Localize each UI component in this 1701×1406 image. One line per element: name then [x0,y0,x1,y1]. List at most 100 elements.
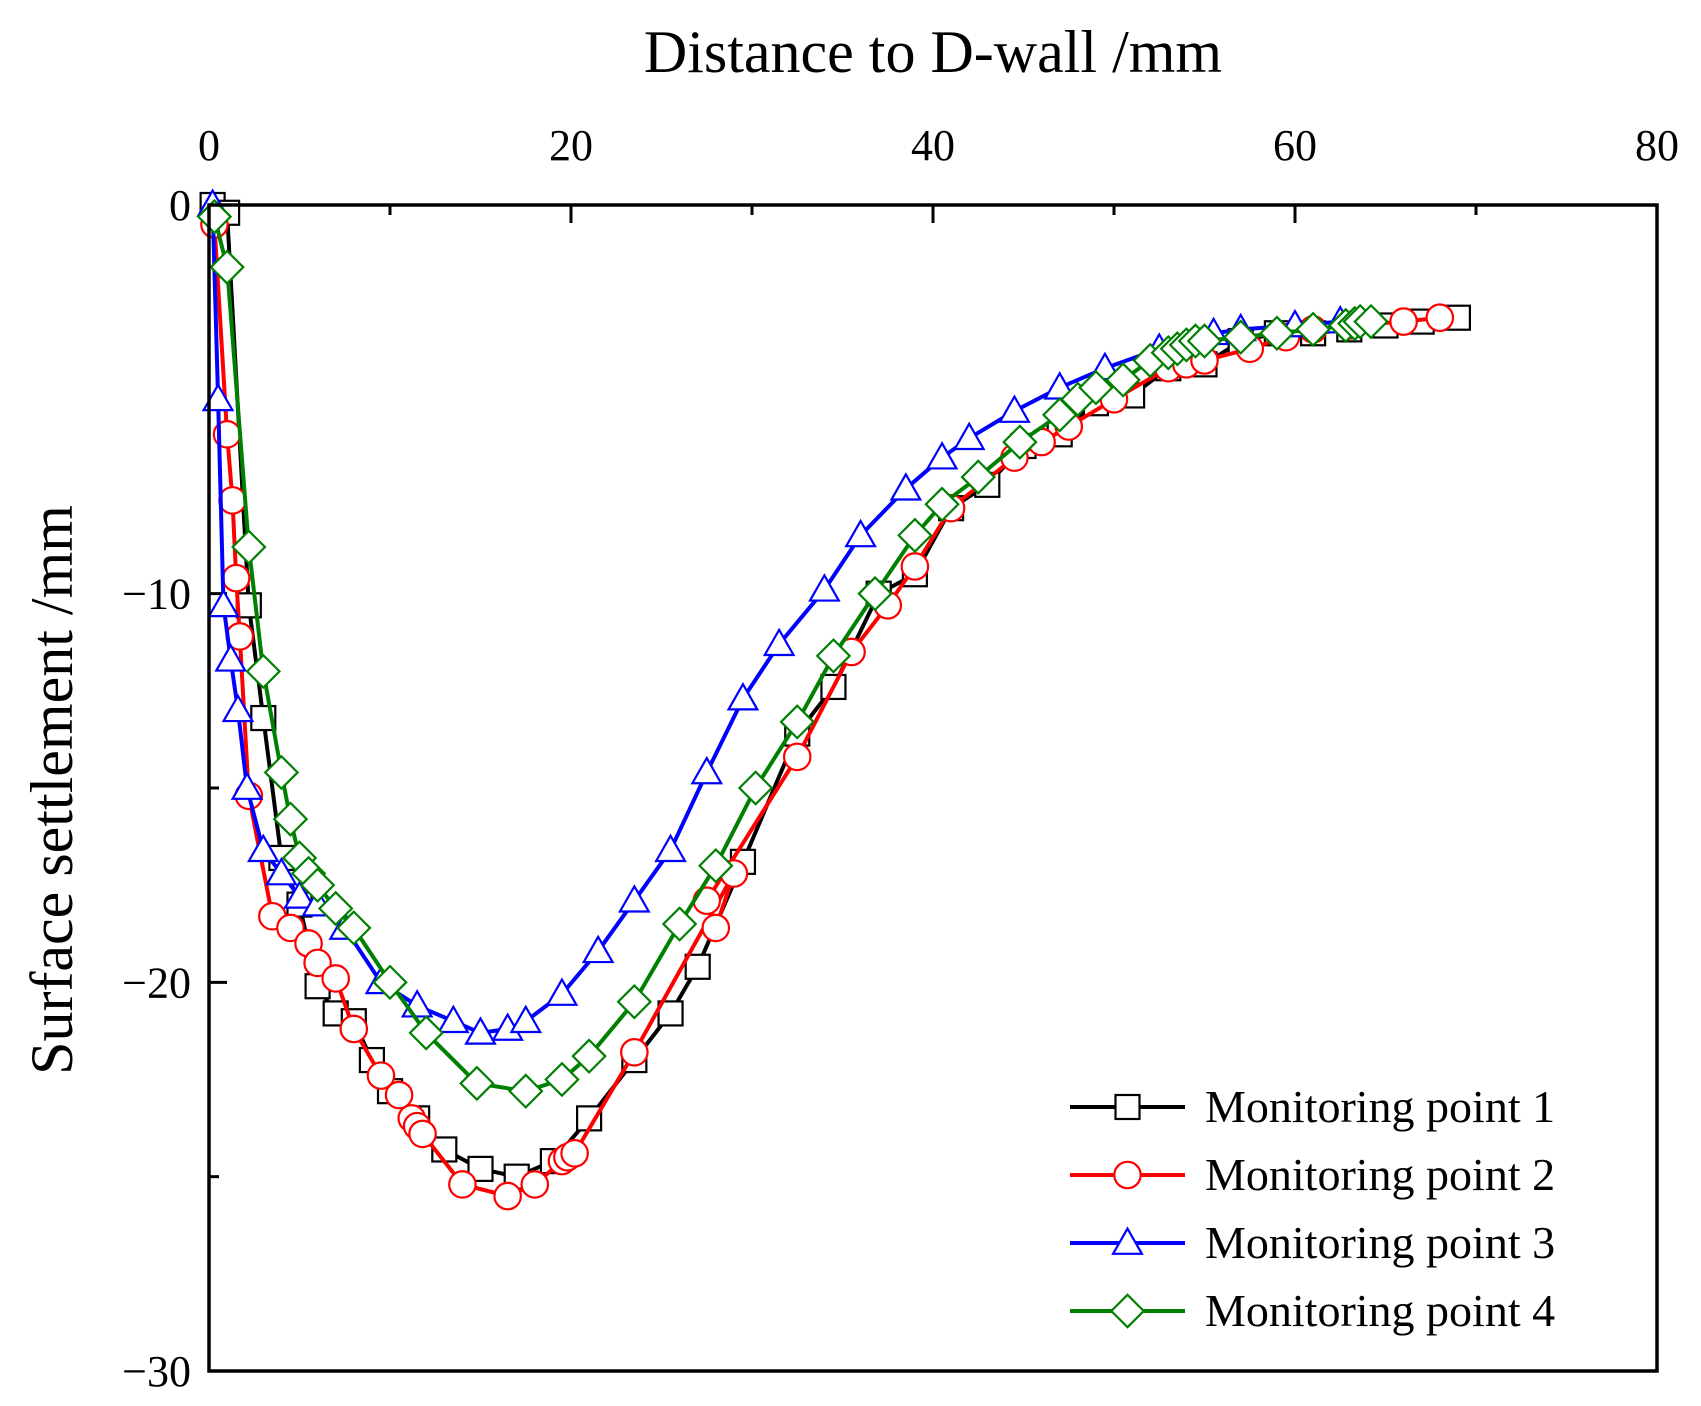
series-4-point [960,459,997,495]
series-2-line [212,224,1441,1199]
series-2-point [560,1139,589,1168]
y-tick-label: −30 [122,1347,191,1396]
series-2-point [493,1181,522,1211]
series-4-point [1105,362,1141,398]
series-2 [200,210,1455,1211]
legend-marker [1111,1226,1144,1255]
series-3-line [210,204,1341,1035]
series-3-point [690,755,724,785]
series-4-point [196,198,233,235]
series-3-point [618,884,651,913]
series-3-point [545,977,579,1006]
series-4-point [209,249,245,285]
plot-frame [207,203,1659,1373]
x-axis-title: Distance to D-wall /mm [644,19,1222,85]
series-2-point [1389,307,1418,336]
legend-marker [1114,1093,1141,1121]
x-tick-label: 40 [911,121,955,170]
series-3-point [221,693,255,723]
series-3-point [762,627,796,657]
series-3-point [214,643,248,672]
series-2-point [782,742,812,772]
series-2-point [520,1170,550,1199]
legend-label: Monitoring point 3 [1205,1217,1555,1268]
series-2-point [366,1061,396,1090]
series-2-point [900,552,930,581]
series-4-point [698,847,734,884]
series-4-point [1186,323,1223,359]
series-2-point [321,964,350,993]
legend-label: Monitoring point 1 [1205,1081,1555,1132]
series-4-point [263,754,300,791]
series-4-point [1078,369,1114,406]
series-3-point [201,382,235,412]
series-4-point [299,867,336,903]
series-3-point [925,441,959,470]
series-4-point [857,575,893,612]
series-3-point [207,588,240,618]
series-3-point [808,573,841,602]
series-4-point [1259,315,1295,352]
x-axis-ticks: 0 20 40 60 80 [198,121,1679,223]
series-4-point [317,890,354,927]
series-4-point [336,910,372,946]
legend-label: Monitoring point 2 [1205,1149,1555,1200]
series-3-point [952,421,986,451]
x-tick-label: 80 [1635,121,1679,170]
series-4-point [459,1065,495,1102]
y-tick-label: −10 [122,570,191,619]
x-tick-label: 60 [1273,121,1317,170]
series-4-point [372,964,408,1001]
legend-label: Monitoring point 4 [1205,1285,1555,1336]
series-2-point [408,1119,437,1149]
y-axis-ticks: 0 −10 −20 −30 [122,181,227,1396]
series-2-point [303,948,332,978]
series-4-point [1222,319,1259,355]
legend-item-4: Monitoring point 4 [1070,1285,1555,1336]
series-4-point [245,653,282,690]
y-axis-title: Surface settlement /mm [19,505,85,1075]
series-3-point [509,1004,543,1034]
series-2-point [448,1170,477,1199]
series-4-point [1353,303,1389,340]
series-3-point [998,394,1031,423]
series-4-point [1002,424,1038,460]
legend-item-1: Monitoring point 1 [1070,1081,1555,1132]
series-2-point [339,1014,369,1044]
plot-series [196,188,1472,1211]
series-2-point [384,1080,414,1110]
series-2-point [1425,303,1455,333]
series-3 [196,188,1357,1045]
series-3-point [437,1004,470,1034]
series-4-point [616,984,653,1020]
y-tick-label: 0 [169,181,191,230]
series-3-point [230,771,264,800]
legend-item-2: Monitoring point 2 [1070,1149,1555,1200]
series-4-point [897,517,933,554]
series-4-point [815,638,852,674]
series-4-point [272,801,309,837]
series-2-point [276,913,305,943]
series-2-point [620,1037,649,1067]
series-4-point [231,529,267,565]
series-4-point [1295,311,1331,348]
series-2-point [701,913,731,943]
series-1-point [684,953,711,980]
series-4-point [408,1015,444,1051]
series-4-point [571,1038,607,1074]
series-3-point [247,833,280,863]
legend-marker [1109,1293,1146,1329]
series-3-point [581,934,615,964]
x-tick-label: 0 [198,121,220,170]
series-2-point [218,486,247,515]
series-4-point [924,486,960,523]
series-3-point [654,833,687,863]
x-tick-label: 20 [549,121,593,170]
y-tick-label: −20 [122,958,191,1007]
series-3-point [464,1016,497,1045]
legend-marker [1113,1160,1142,1190]
series-3-point [726,681,760,711]
legend: Monitoring point 1 Monitoring point 2 Moni… [1070,1081,1555,1336]
series-4-point [661,906,698,942]
